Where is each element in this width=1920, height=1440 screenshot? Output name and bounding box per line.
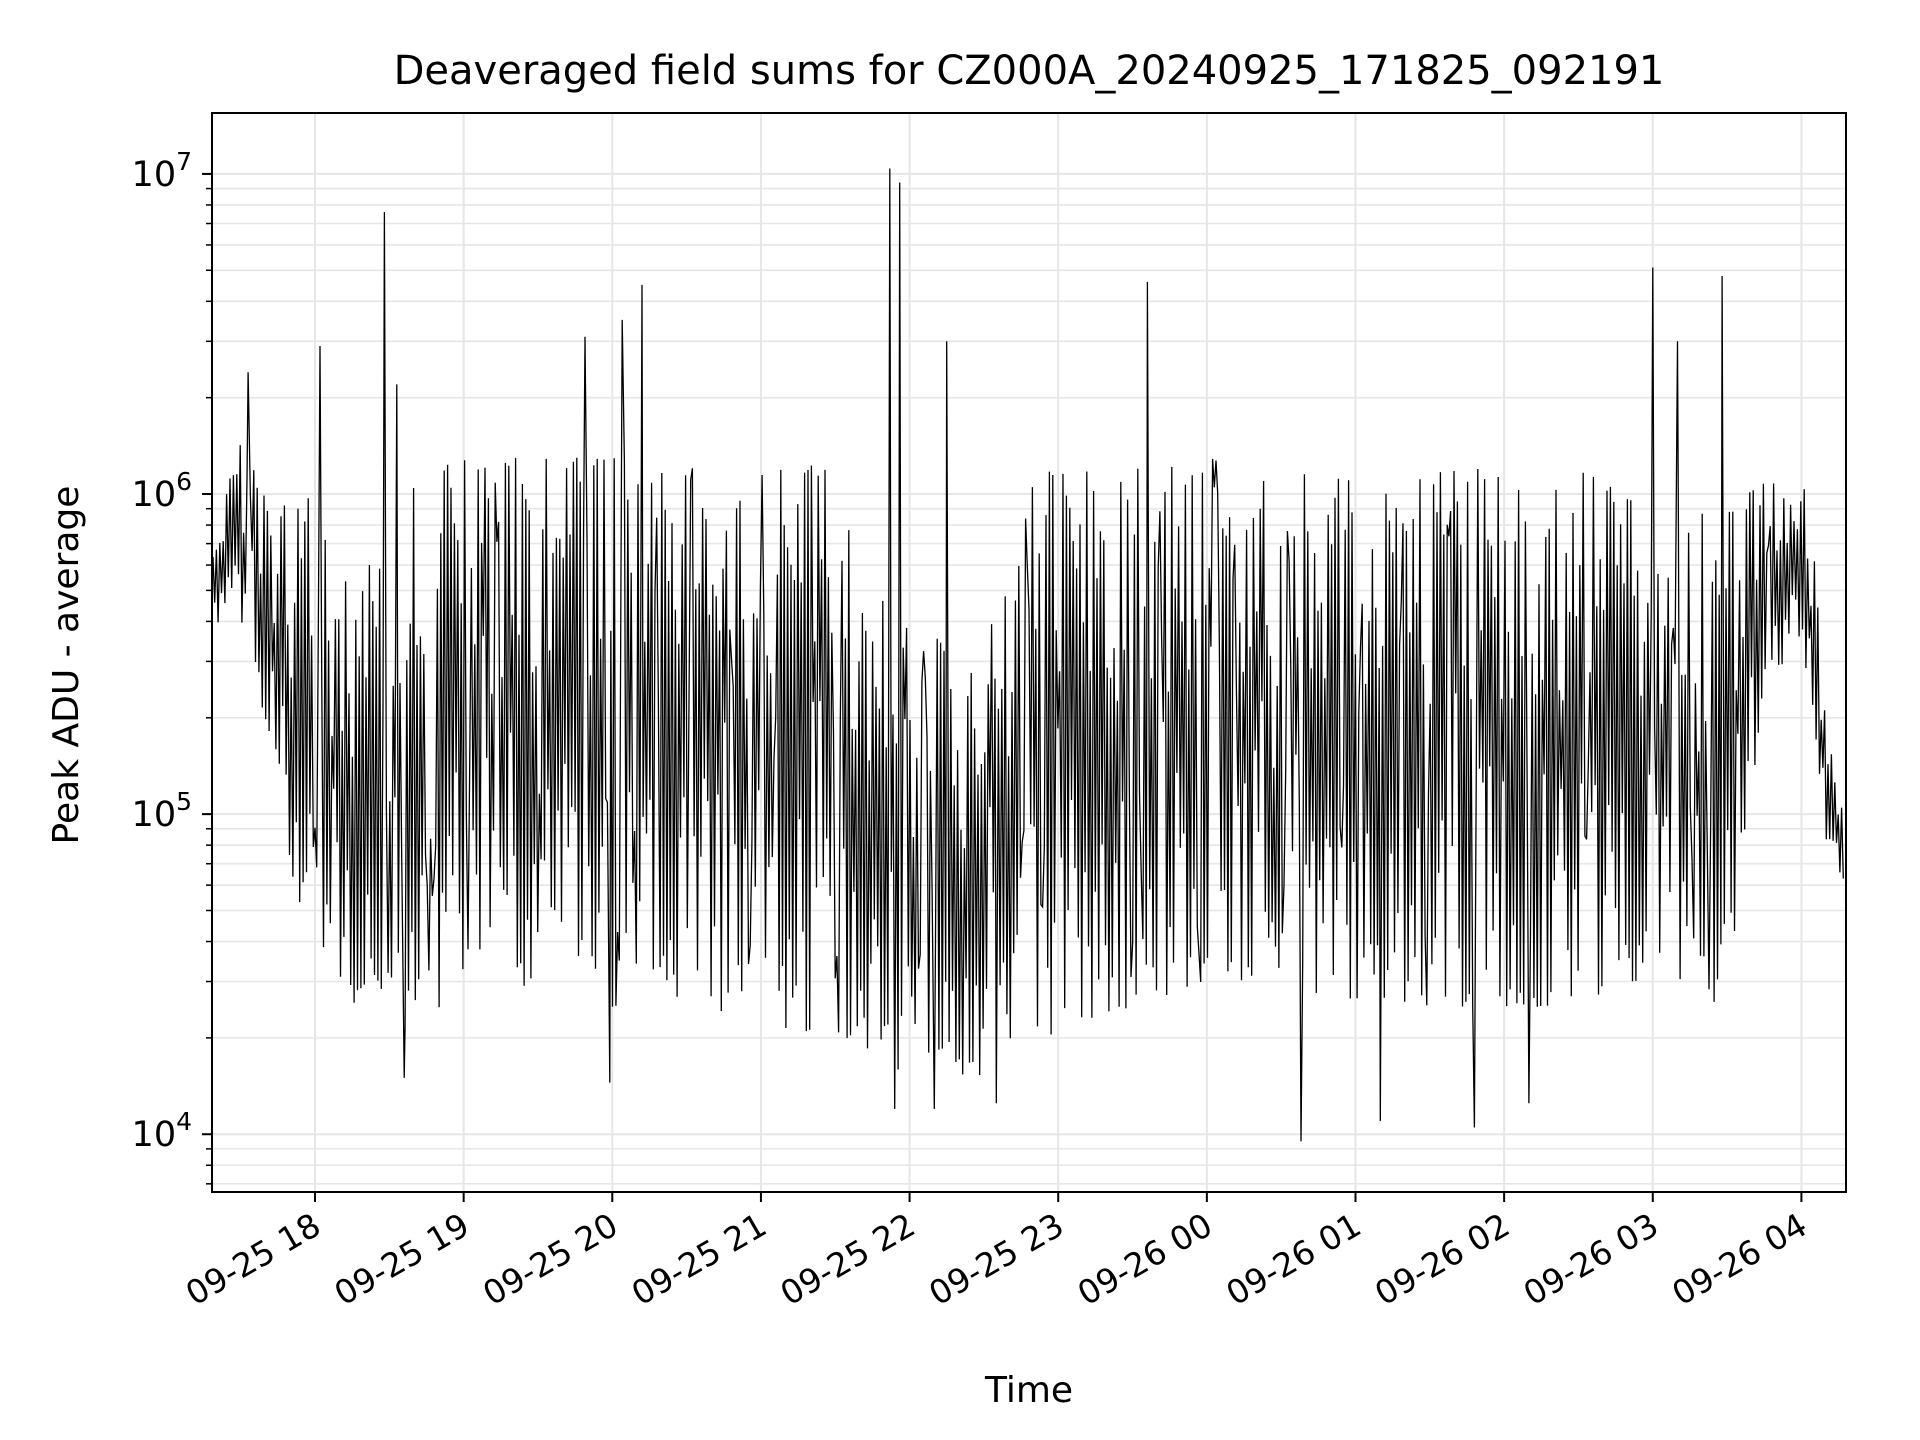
chart-title: Deaveraged field sums for CZ000A_2024092… bbox=[394, 48, 1665, 94]
y-tick-label: 104 bbox=[132, 1107, 192, 1155]
plot-frame bbox=[211, 112, 1847, 1193]
x-axis-label: Time bbox=[984, 1370, 1073, 1411]
y-axis-label: Peak ADU - average bbox=[46, 486, 87, 845]
y-tick-label: 106 bbox=[132, 467, 192, 515]
series-line bbox=[212, 168, 1844, 1142]
series-path bbox=[212, 168, 1844, 1142]
